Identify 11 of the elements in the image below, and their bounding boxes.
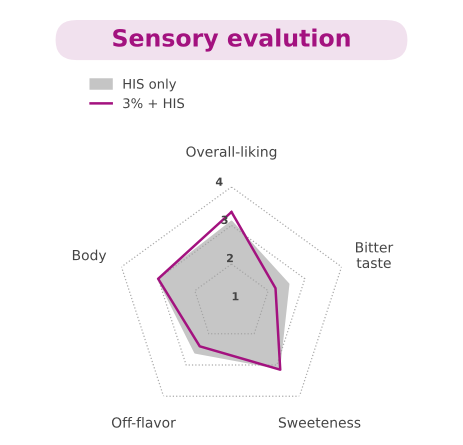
spoke-label: Bitter taste: [356, 242, 394, 268]
spoke-label: Overall-liking: [186, 146, 276, 160]
y-tick-label: 2: [227, 254, 233, 262]
y-tick-label: 4: [216, 178, 223, 186]
y-tick-label: 1: [232, 292, 238, 300]
chart-title: Sensory evalution: [113, 28, 350, 52]
legend-label: 3% + HIS: [123, 98, 184, 108]
legend-label: HIS only: [124, 78, 176, 92]
spoke-label: Off-flavor: [112, 417, 176, 428]
spoke-label: Sweeteness: [278, 417, 360, 428]
spoke-label: Body: [72, 250, 106, 264]
